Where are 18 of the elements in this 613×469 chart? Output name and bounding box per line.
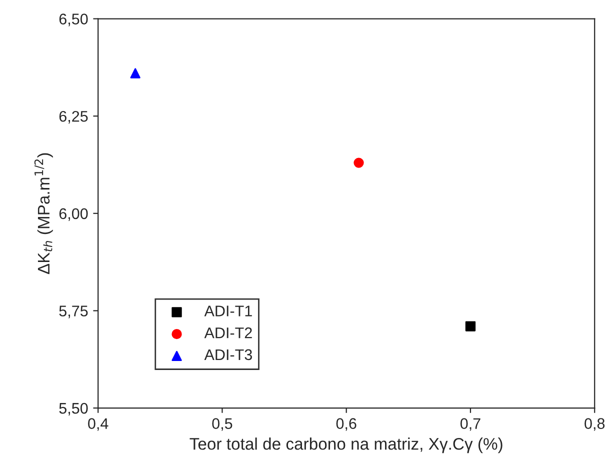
x-tick-label: 0,6 <box>336 418 356 431</box>
x-tick-label: 0,4 <box>88 418 108 431</box>
y-tick-label: 6,25 <box>59 110 88 124</box>
legend-label: ADI-T1 <box>204 306 252 316</box>
point <box>465 321 476 332</box>
legend-label: ADI-T3 <box>204 349 252 360</box>
y-tick-label: 6,00 <box>59 208 88 221</box>
x-tick-label: 0,8 <box>584 418 605 431</box>
x-axis-title: Teor total de carbono na matriz, Xγ.Cγ (%) <box>190 438 502 454</box>
legend-label: ADI-T2 <box>204 327 252 338</box>
y-axis-title: ΔK$_{th}$ (MPa.m$^{1/2}$) <box>34 153 53 274</box>
point <box>354 158 364 168</box>
y-tick-label: 6,50 <box>59 14 88 26</box>
x-tick-label: 0,7 <box>460 418 480 431</box>
point <box>130 68 140 78</box>
x-tick-label: 0,5 <box>212 418 232 431</box>
y-tick-label: 5,75 <box>59 306 88 318</box>
y-tick-label: 5,50 <box>59 402 88 416</box>
